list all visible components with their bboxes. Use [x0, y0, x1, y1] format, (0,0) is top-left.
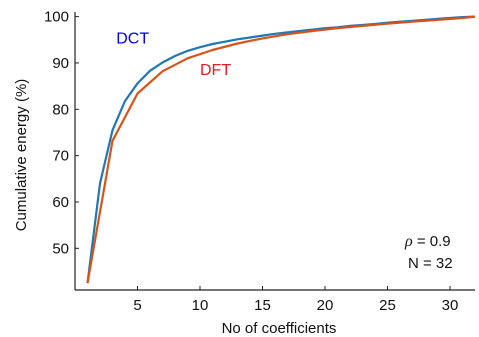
x-axis-title: No of coefficients [222, 320, 337, 337]
x-tick-label: 30 [442, 297, 459, 314]
series-label-dct: DCT [116, 31, 149, 48]
axes: 5 10 15 20 25 30 50 60 70 80 90 100 [44, 9, 475, 314]
n-annotation: N = 32 [408, 255, 453, 272]
series-line-dft [86, 15, 476, 284]
x-tick-label: 5 [133, 297, 141, 314]
rho-symbol: ρ [404, 233, 413, 250]
series-labels: DCT DFT [116, 31, 231, 80]
y-tick-label: 60 [52, 194, 69, 211]
y-tick-label: 80 [52, 101, 69, 118]
y-tick-label: 70 [52, 148, 69, 165]
x-tick-label: 15 [254, 297, 271, 314]
rho-annotation: ρ = 0.9 [404, 233, 451, 250]
series-label-dft: DFT [200, 62, 231, 79]
rho-value: = 0.9 [413, 233, 451, 250]
x-tick-label: 25 [379, 297, 396, 314]
y-tick-label: 90 [52, 55, 69, 72]
y-tick-label: 100 [44, 9, 69, 26]
y-axis-title: Cumulative energy (%) [13, 79, 30, 232]
x-tick-label: 10 [192, 297, 209, 314]
x-tick-label: 20 [317, 297, 334, 314]
series-lines [86, 15, 476, 284]
y-tick-label: 50 [52, 240, 69, 257]
